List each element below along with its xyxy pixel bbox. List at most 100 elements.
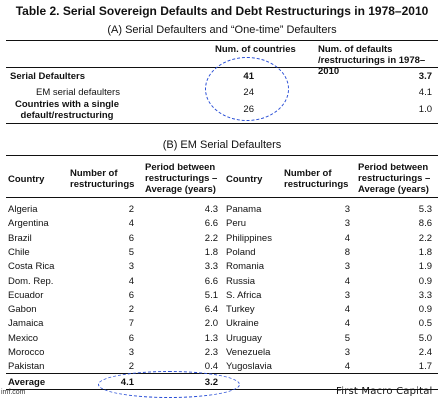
panel-a-row-label: Countries with a single default/restruct… — [15, 99, 119, 121]
restructurings-count: 2 — [128, 361, 134, 373]
restructurings-count: 3 — [344, 289, 350, 301]
period-average: 2.2 — [204, 232, 218, 244]
panel-b-header-num-right: Number of restructurings — [284, 168, 349, 190]
restructurings-count: 6 — [128, 332, 134, 344]
country-name: Algeria — [8, 204, 38, 215]
average-label: Average — [8, 377, 46, 388]
period-average: 2.2 — [418, 232, 432, 244]
country-name: Venezuela — [226, 347, 271, 358]
panel-b-header-period-left: Period between restructurings – Average … — [145, 162, 218, 195]
country-name: Chile — [8, 246, 30, 258]
restructurings-count: 6 — [128, 232, 134, 244]
restructurings-count: 4 — [344, 318, 350, 330]
country-name: Romania — [226, 261, 265, 273]
period-average: 0.5 — [418, 318, 432, 330]
country-name: Costa Rica — [8, 261, 55, 273]
period-average: 1.8 — [204, 246, 218, 258]
period-average: 0.4 — [204, 361, 218, 373]
period-average: 0.9 — [418, 304, 432, 316]
country-name: Ecuador — [8, 289, 44, 301]
restructurings-count: 3 — [344, 347, 350, 358]
period-average: 5.1 — [204, 289, 218, 301]
period-average: 2.4 — [418, 347, 432, 358]
country-name: Uruguay — [226, 332, 262, 344]
period-average: 4.3 — [204, 204, 218, 215]
country-name: Peru — [226, 218, 247, 230]
country-name: Russia — [226, 275, 256, 287]
annotation-ellipse-panel-a — [205, 57, 289, 121]
country-name: Mexico — [8, 332, 39, 344]
period-average: 6.4 — [204, 304, 218, 316]
panel-a-header-defaults-text: Num. of defaults /restructurings in 1978… — [318, 44, 426, 77]
restructurings-count: 2 — [128, 204, 134, 215]
restructurings-count: 8 — [344, 246, 350, 258]
panel-b-header-period-right: Period between restructurings – Average … — [358, 162, 431, 195]
country-name: Argentina — [8, 218, 49, 230]
restructurings-count: 4 — [344, 275, 350, 287]
panel-b-header-rule — [6, 197, 438, 198]
country-name: Morocco — [8, 347, 45, 358]
country-name: Dom. Rep. — [8, 275, 54, 287]
country-name: Gabon — [8, 304, 37, 316]
restructurings-count: 4 — [344, 232, 350, 244]
panel-a-top-rule — [6, 40, 438, 41]
period-average: 3.3 — [418, 289, 432, 301]
panel-b-subtitle: (B) EM Serial Defaulters — [162, 139, 282, 151]
restructurings-count: 3 — [344, 204, 350, 215]
source-footnote: imf.com — [1, 389, 26, 396]
period-average: 1.3 — [204, 332, 218, 344]
panel-a-row-defaults: 3.7 — [418, 71, 432, 82]
country-name: Yugoslavia — [226, 361, 272, 373]
restructurings-count: 4 — [344, 361, 350, 373]
country-name: Jamaica — [8, 318, 44, 330]
panel-a-row-label: EM serial defaulters — [36, 87, 120, 98]
period-average: 1.9 — [418, 261, 432, 273]
panel-b-average-rule — [6, 373, 438, 374]
period-average: 8.6 — [418, 218, 432, 230]
period-average: 2.3 — [204, 347, 218, 358]
country-name: Turkey — [226, 304, 255, 316]
restructurings-count: 4 — [128, 275, 134, 287]
period-average: 5.3 — [418, 204, 432, 215]
restructurings-count: 3 — [344, 218, 350, 230]
period-average: 3.3 — [204, 261, 218, 273]
panel-a-header-defaults: Num. of defaults /restructurings in 1978… — [318, 44, 440, 77]
restructurings-count: 4 — [344, 304, 350, 316]
brand-watermark: First Macro Capital — [336, 386, 433, 397]
restructurings-count: 7 — [128, 318, 134, 330]
country-name: Philippines — [226, 232, 272, 244]
annotation-ellipse-average — [98, 371, 240, 398]
panel-b-header-num-left: Number of restructurings — [70, 168, 135, 190]
restructurings-count: 3 — [128, 261, 134, 273]
country-name: Brazil — [8, 232, 32, 244]
panel-a-bottom-rule — [6, 123, 438, 124]
country-name: Poland — [226, 246, 256, 258]
period-average: 5.0 — [418, 332, 432, 344]
panel-b-header-country-left: Country — [8, 174, 45, 185]
panel-b-top-rule — [6, 155, 438, 156]
panel-a-header-countries: Num. of countries — [215, 44, 296, 55]
table-title: Table 2. Serial Sovereign Defaults and D… — [15, 4, 429, 18]
country-name: Ukraine — [226, 318, 259, 330]
panel-a-subtitle: (A) Serial Defaulters and “One-time” Def… — [107, 24, 337, 36]
restructurings-count: 3 — [128, 347, 134, 358]
restructurings-count: 5 — [128, 246, 134, 258]
restructurings-count: 6 — [128, 289, 134, 301]
period-average: 1.8 — [418, 246, 432, 258]
period-average: 2.0 — [204, 318, 218, 330]
panel-a-row-defaults: 4.1 — [418, 87, 432, 98]
period-average: 1.7 — [418, 361, 432, 373]
panel-a-row-label: Serial Defaulters — [10, 71, 85, 82]
panel-b-header-country-right: Country — [226, 174, 263, 185]
country-name: S. Africa — [226, 289, 262, 301]
restructurings-count: 3 — [344, 261, 350, 273]
period-average: 6.6 — [204, 218, 218, 230]
period-average: 6.6 — [204, 275, 218, 287]
country-name: Pakistan — [8, 361, 45, 373]
restructurings-count: 4 — [128, 218, 134, 230]
period-average: 0.9 — [418, 275, 432, 287]
panel-a-row-defaults: 1.0 — [418, 104, 432, 115]
restructurings-count: 2 — [128, 304, 134, 316]
country-name: Panama — [226, 204, 262, 215]
restructurings-count: 5 — [344, 332, 350, 344]
